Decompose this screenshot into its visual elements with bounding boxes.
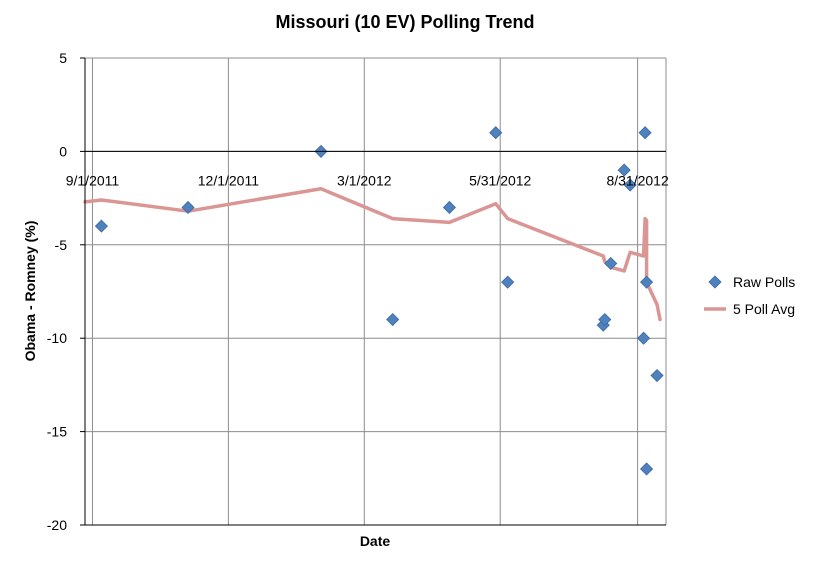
raw-poll-point bbox=[623, 178, 637, 192]
raw-poll-point bbox=[94, 219, 108, 233]
x-tick-label: 12/1/2011 bbox=[198, 172, 259, 188]
average-line-layer bbox=[83, 187, 662, 322]
raw-poll-point bbox=[617, 163, 631, 177]
x-tick-label: 3/1/2012 bbox=[337, 172, 392, 188]
axes bbox=[80, 57, 666, 526]
chart-title: Missouri (10 EV) Polling Trend bbox=[275, 12, 534, 32]
raw-poll-point bbox=[386, 312, 400, 327]
raw-poll-point bbox=[181, 200, 195, 215]
raw-poll-point bbox=[442, 200, 456, 215]
raw-poll-point bbox=[604, 256, 618, 271]
five-poll-average-line bbox=[83, 187, 662, 322]
x-tick-label: 5/31/2012 bbox=[469, 172, 531, 188]
raw-poll-point bbox=[598, 312, 612, 327]
y-tick-label: 0 bbox=[59, 143, 67, 159]
raw-poll-point bbox=[650, 368, 664, 383]
legend: Raw Polls 5 Poll Avg bbox=[704, 274, 795, 317]
y-tick-label: -10 bbox=[47, 330, 67, 346]
legend-label: Raw Polls bbox=[733, 274, 795, 290]
raw-poll-point bbox=[640, 275, 654, 289]
x-axis-title: Date bbox=[360, 533, 391, 549]
grid-lines bbox=[85, 57, 667, 526]
raw-poll-point bbox=[640, 462, 654, 476]
x-tick-label: 9/1/2011 bbox=[66, 172, 120, 188]
raw-poll-point bbox=[638, 126, 652, 140]
y-tick-label: 5 bbox=[59, 50, 67, 66]
y-axis-title: Obama - Romney (%) bbox=[22, 221, 38, 362]
raw-poll-point bbox=[489, 126, 503, 140]
y-tick-label: -5 bbox=[55, 237, 68, 253]
legend-label: 5 Poll Avg bbox=[733, 301, 795, 317]
legend-diamond-swatch bbox=[708, 275, 722, 289]
y-tick-label: -15 bbox=[47, 424, 67, 440]
x-tick-label: 8/31/2012 bbox=[606, 172, 668, 188]
raw-poll-point bbox=[501, 275, 515, 289]
y-tick-label: -20 bbox=[47, 517, 67, 533]
tick-labels: 5 0 -5 -10 -15 -20 9/1/2011 12/1/2011 3/1/2012 5/… bbox=[47, 50, 669, 533]
raw-poll-point bbox=[637, 331, 651, 345]
